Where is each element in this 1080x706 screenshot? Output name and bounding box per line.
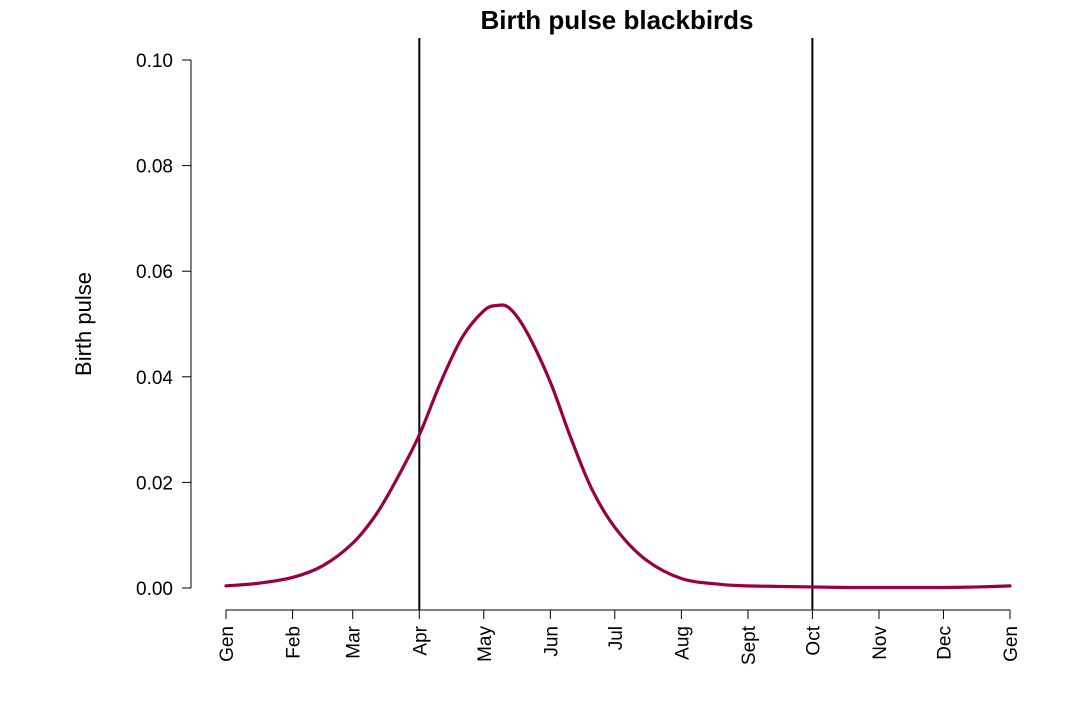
x-tick-label: Dec [934,626,955,660]
x-tick-label: Aug [672,626,693,660]
x-tick-label: Sept [739,625,760,665]
x-tick-label: Jul [606,626,627,650]
x-tick-label: Apr [410,625,431,655]
x-tick-label: Gen [217,626,238,662]
x-tick-label: Nov [870,626,891,660]
y-tick-label: 0.04 [136,368,173,389]
chart-title: Birth pulse blackbirds [480,5,753,35]
x-tick-label: Oct [803,625,824,655]
y-tick-label: 0.06 [136,262,173,283]
y-tick-label: 0.10 [136,51,173,72]
y-axis-label: Birth pulse [71,272,96,376]
x-tick-label: Mar [344,625,365,658]
plot-area: 0.00 0.02 0.04 0.06 0.08 0.10 Gen Feb Mar Apr May J… [136,38,1022,665]
y-tick-label: 0.00 [136,579,173,600]
x-tick-label: Feb [284,626,305,659]
x-tick-label: May [475,626,496,662]
x-tick-label: Gen [1001,626,1022,662]
series-line [224,303,1012,590]
x-tick-label: Jun [541,626,562,657]
y-tick-label: 0.02 [136,473,173,494]
y-tick-label: 0.08 [136,157,173,178]
